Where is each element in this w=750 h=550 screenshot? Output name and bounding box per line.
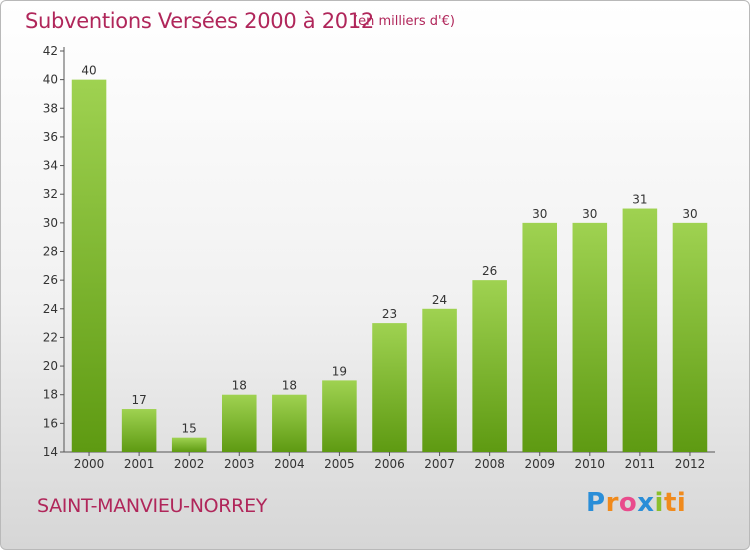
- x-tick-label: 2012: [675, 457, 706, 471]
- x-tick-label: 2004: [274, 457, 305, 471]
- y-tick-label: 14: [43, 445, 58, 459]
- x-tick-label: 2010: [575, 457, 606, 471]
- bar-value-label: 26: [482, 264, 497, 278]
- y-tick-label: 26: [43, 273, 58, 287]
- y-tick-label: 36: [43, 130, 58, 144]
- bar-value-label: 30: [532, 207, 547, 221]
- y-tick-label: 16: [43, 416, 58, 430]
- x-tick-label: 2011: [625, 457, 656, 471]
- bar-value-label: 24: [432, 293, 447, 307]
- x-tick-label: 2003: [224, 457, 255, 471]
- bar-2002: [171, 437, 207, 452]
- chart-labels: 40 2000 17 2001 15 2002 18 2003 18 2004 19 2005 23 20…: [74, 64, 705, 471]
- y-tick-label: 22: [43, 330, 58, 344]
- y-tick-label: 24: [43, 302, 58, 316]
- proxiti-logo: Proxiti: [586, 488, 687, 518]
- y-tick-label: 18: [43, 388, 58, 402]
- bar-value-label: 18: [282, 379, 297, 393]
- y-tick-label: 40: [43, 73, 58, 87]
- bar-2007: [422, 308, 457, 452]
- bar-2009: [522, 222, 558, 452]
- bar-value-label: 17: [131, 393, 146, 407]
- bar-2011: [622, 208, 658, 452]
- y-tick-label: 20: [43, 359, 58, 373]
- bar-value-label: 19: [332, 364, 347, 378]
- y-tick-label: 32: [43, 187, 58, 201]
- x-tick-label: 2000: [74, 457, 105, 471]
- bar-value-label: 30: [582, 207, 597, 221]
- y-tick-label: 42: [43, 44, 58, 58]
- bar-2005: [322, 380, 357, 452]
- x-tick-label: 2009: [524, 457, 555, 471]
- bar-value-label: 23: [382, 307, 397, 321]
- y-tick-label: 34: [43, 159, 58, 173]
- x-tick-label: 2008: [474, 457, 505, 471]
- chart-bars: [71, 79, 708, 453]
- x-tick-label: 2005: [324, 457, 355, 471]
- bar-2012: [672, 222, 708, 452]
- x-tick-label: 2002: [174, 457, 205, 471]
- bar-2008: [472, 280, 507, 452]
- y-tick-label: 28: [43, 245, 58, 259]
- chart-title: Subventions Versées 2000 à 2012: [25, 9, 374, 33]
- bar-value-label: 30: [682, 207, 697, 221]
- bar-value-label: 31: [632, 193, 647, 207]
- x-tick-label: 2001: [124, 457, 155, 471]
- bar-2000: [71, 79, 107, 453]
- bar-2001: [121, 409, 157, 452]
- bar-2006: [372, 323, 407, 452]
- y-tick-label: 38: [43, 101, 58, 115]
- x-tick-label: 2006: [374, 457, 405, 471]
- bar-value-label: 15: [182, 422, 197, 436]
- chart-subtitle: (en milliers d'€): [353, 14, 455, 29]
- chart-axes: 14 16 18 20 22 24 26 28 30 32 34 36 38 40 42: [43, 44, 715, 459]
- bar-2004: [272, 394, 307, 452]
- bar-value-label: 40: [81, 64, 96, 78]
- bar-value-label: 18: [232, 379, 247, 393]
- y-tick-label: 30: [43, 216, 58, 230]
- x-tick-label: 2007: [424, 457, 455, 471]
- bar-2010: [572, 222, 608, 452]
- commune-name: SAINT-MANVIEU-NORREY: [37, 495, 268, 517]
- bar-2003: [221, 394, 257, 452]
